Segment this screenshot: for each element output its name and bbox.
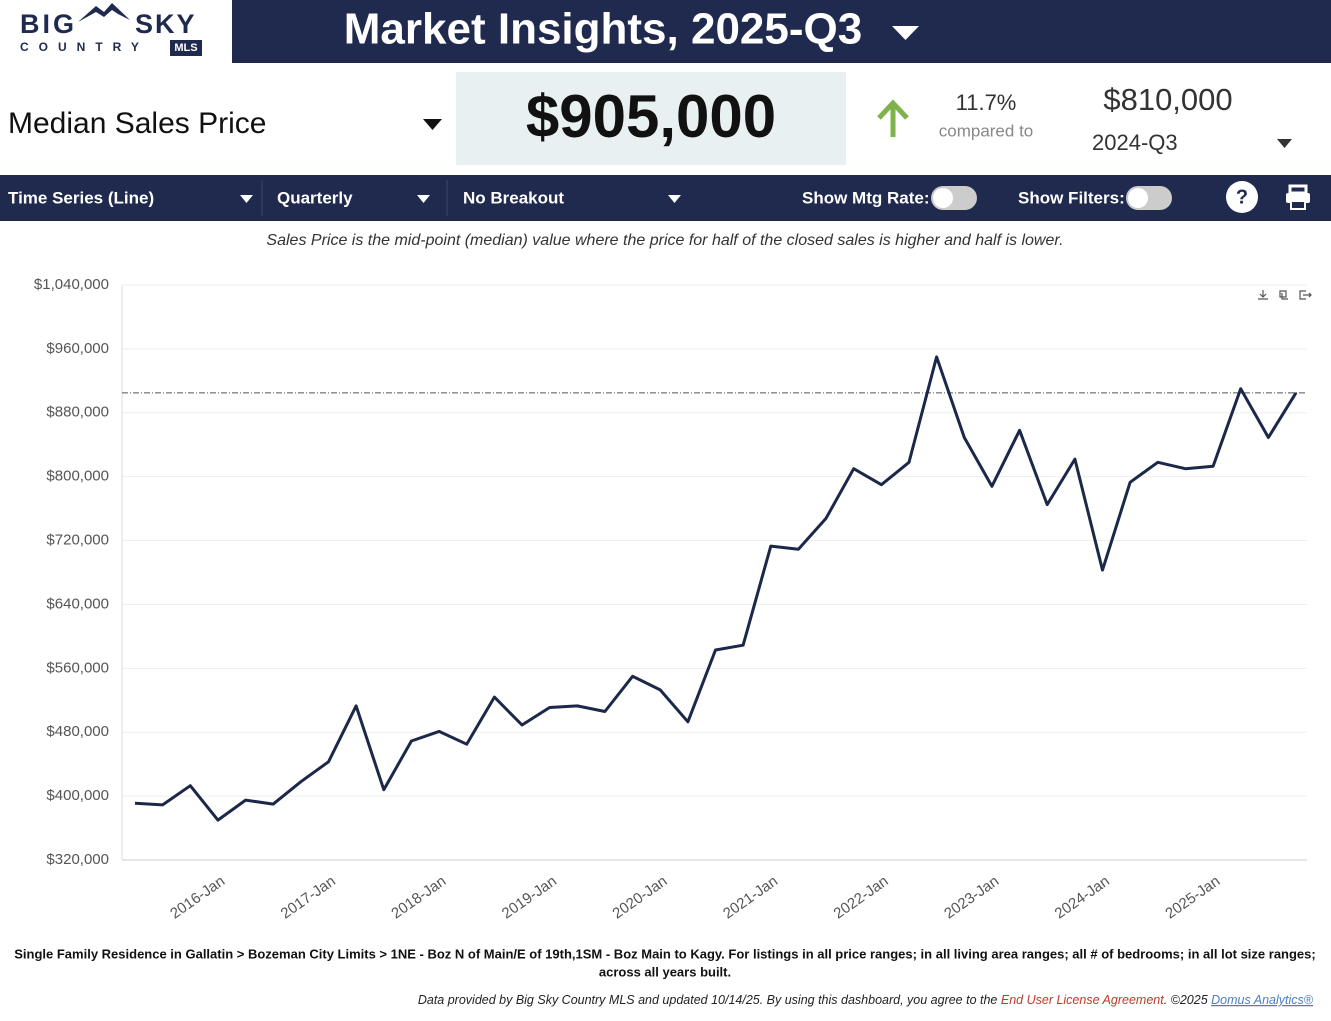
metric-caret[interactable]: [423, 119, 442, 130]
vendor-link[interactable]: Domus Analytics®: [1211, 993, 1314, 1007]
download-icon[interactable]: [1258, 290, 1268, 300]
logo-badge: [170, 40, 202, 56]
footer-notice: Data provided by Big Sky Country MLS and…: [418, 993, 1314, 1007]
logo-mountain: [78, 3, 130, 22]
x-tick-label: 2024-Jan: [1052, 873, 1113, 923]
y-tick-label: $560,000: [46, 659, 109, 676]
plot-area: $320,000 $400,000 $480,000 $560,000 $640,000…: [34, 276, 1307, 922]
print-button[interactable]: [1286, 184, 1310, 210]
logo-text: COUNTRY: [20, 40, 149, 54]
caret[interactable]: [240, 195, 253, 203]
mtg-rate-label: Show Mtg Rate:: [802, 188, 930, 207]
interval-select[interactable]: Quarterly: [277, 188, 353, 207]
x-tick-label: 2017-Jan: [278, 873, 339, 923]
control-bar: [0, 175, 1331, 221]
page-title[interactable]: Market Insights, 2025-Q3: [344, 5, 862, 54]
logo-text: SKY: [135, 9, 197, 39]
print-icon: [1290, 200, 1306, 210]
y-tick-label: $400,000: [46, 787, 109, 804]
y-tick-label: $720,000: [46, 532, 109, 549]
y-tick-label: $960,000: [46, 340, 109, 357]
logo-text: BIG: [20, 9, 77, 39]
caret[interactable]: [668, 195, 681, 203]
chart-subtitle: Sales Price is the mid-point (median) va…: [266, 232, 1063, 249]
notice-text: Data provided by Big Sky Country MLS and…: [418, 993, 998, 1007]
filter-description: across all years built.: [599, 964, 731, 979]
compared-period[interactable]: 2024-Q3: [1092, 130, 1178, 155]
x-tick-label: 2018-Jan: [388, 873, 449, 923]
y-tick-label: $480,000: [46, 723, 109, 740]
x-tick-label: 2019-Jan: [499, 873, 560, 923]
help-icon[interactable]: ?: [1236, 186, 1248, 208]
change-arrow: [877, 99, 909, 137]
x-tick-label: 2025-Jan: [1162, 873, 1223, 923]
chart-type-select[interactable]: Time Series (Line): [8, 188, 154, 207]
export-icon[interactable]: [1299, 290, 1312, 300]
kpi-box: [456, 72, 846, 165]
metric-select[interactable]: Median Sales Price: [8, 107, 266, 140]
change-value: 11.7%: [956, 90, 1017, 115]
y-tick-label: $1,040,000: [34, 276, 109, 293]
y-tick-label: $880,000: [46, 404, 109, 421]
toggle-knob: [933, 188, 953, 208]
chart-toolbox[interactable]: [1258, 290, 1312, 300]
copy-icon[interactable]: [1279, 290, 1288, 300]
period-caret[interactable]: [1277, 139, 1292, 148]
x-tick-label: 2016-Jan: [167, 873, 228, 923]
caret[interactable]: [417, 195, 430, 203]
help-button[interactable]: [1226, 181, 1258, 213]
y-tick-label: $640,000: [46, 595, 109, 612]
y-tick-label: $800,000: [46, 468, 109, 485]
series-line: [134, 355, 1298, 822]
compared-label: compared to: [939, 121, 1034, 140]
x-tick-label: 2022-Jan: [831, 873, 892, 923]
breakout-select[interactable]: No Breakout: [463, 188, 564, 207]
eula-link[interactable]: End User License Agreement: [1001, 993, 1164, 1007]
compared-value: $810,000: [1103, 82, 1232, 117]
copyright: . ©2025: [1164, 993, 1208, 1007]
filter-description: Single Family Residence in Gallatin > Bo…: [14, 946, 1315, 961]
y-tick-label: $320,000: [46, 851, 109, 868]
x-tick-label: 2020-Jan: [609, 873, 670, 923]
kpi-value: $905,000: [526, 83, 776, 150]
title-caret[interactable]: [892, 26, 919, 40]
filters-label: Show Filters:: [1018, 188, 1125, 207]
logo-text: MLS: [174, 42, 197, 54]
x-tick-label: 2023-Jan: [941, 873, 1002, 923]
x-tick-label: 2021-Jan: [720, 873, 781, 923]
toggle-knob: [1128, 188, 1148, 208]
